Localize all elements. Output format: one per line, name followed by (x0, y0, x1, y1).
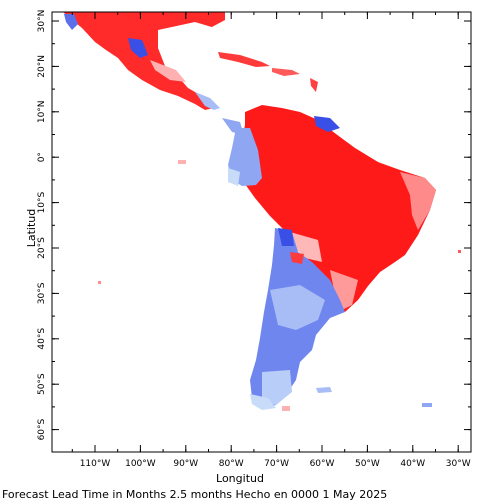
baja-cool-patch (128, 38, 148, 58)
map-frame (51, 11, 472, 453)
lon-tick-label: 50°W (355, 459, 380, 469)
east-brazil-light-warm (400, 172, 436, 230)
x-axis-title: Longitud (216, 472, 264, 485)
gulf-gap (158, 22, 215, 72)
lat-tick-label: 10°S (37, 191, 47, 213)
lat-tick-label: 60°S (37, 418, 47, 440)
lon-tick-label: 60°W (310, 459, 335, 469)
lon-tick-label: 40°W (400, 459, 425, 469)
pacific-dot-warm (98, 281, 101, 284)
anomaly-field (63, 12, 461, 411)
lat-tick-label: 20°S (37, 237, 47, 259)
south-america-warm (238, 105, 436, 312)
patagonia-pale (250, 394, 276, 410)
lat-tick-label: 0° (37, 152, 47, 162)
central-america-cool (195, 92, 220, 110)
lon-tick-label: 110°W (80, 459, 111, 469)
south-georgia-cool (422, 403, 432, 407)
andes-warm-spot (290, 252, 304, 264)
atlantic-dot-warm (458, 250, 461, 253)
southern-cone-light (270, 285, 325, 330)
lat-tick-label: 50°S (37, 373, 47, 395)
lon-tick-label: 90°W (173, 459, 198, 469)
falklands-cool (316, 387, 332, 393)
cape-horn-warm (282, 406, 290, 411)
cuba-warm (218, 52, 270, 67)
central-pale-warm (290, 232, 322, 262)
hispaniola-warm (272, 68, 300, 76)
axis-ticks: 110°W 100°W 90°W 80°W 70°W 60°W 50°W 40°W 30°W 30… (37, 10, 471, 469)
galapagos-warm (178, 160, 186, 164)
lon-tick-label: 100°W (125, 459, 156, 469)
pacific-coast-pale (228, 168, 240, 186)
nw-cool-patch (64, 14, 78, 30)
andes-strong-cool (278, 228, 294, 246)
patagonia-light (262, 370, 292, 405)
pale-coast (150, 60, 186, 82)
lat-tick-label: 30°N (37, 10, 47, 33)
y-axis-title: Latitud (25, 209, 38, 248)
lon-tick-label: 30°W (446, 459, 471, 469)
lon-tick-label: 80°W (219, 459, 244, 469)
forecast-caption: Forecast Lead Time in Months 2.5 months … (2, 488, 388, 501)
lat-tick-label: 40°S (37, 328, 47, 350)
lat-tick-label: 20°N (37, 55, 47, 78)
lat-tick-label: 30°S (37, 282, 47, 304)
south-brazil-light-warm (330, 270, 358, 310)
venezuela-cool (314, 116, 340, 132)
antilles-warm (310, 78, 318, 92)
lon-tick-label: 70°W (264, 459, 289, 469)
lat-tick-label: 10°N (37, 100, 47, 123)
